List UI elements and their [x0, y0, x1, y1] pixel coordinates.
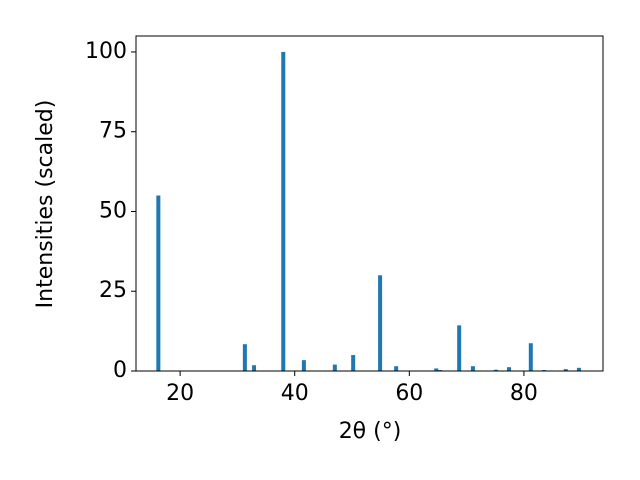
bar [528, 343, 533, 371]
x-tick-label: 40 [281, 381, 309, 406]
bar [351, 355, 356, 371]
bar [242, 344, 247, 371]
bar [332, 364, 337, 371]
bar [470, 366, 475, 371]
bar [281, 51, 286, 371]
bar [156, 195, 161, 371]
plot-frame [135, 35, 604, 372]
bar [394, 366, 399, 371]
y-tick-label: 75 [99, 119, 127, 144]
x-tick-label: 60 [395, 381, 423, 406]
bar [301, 360, 306, 371]
y-tick-label: 0 [113, 358, 127, 383]
x-tick-label: 20 [166, 381, 194, 406]
bar [252, 365, 257, 371]
bar [493, 369, 498, 371]
y-axis-label: Intensities (scaled) [33, 100, 58, 309]
y-tick-label: 25 [99, 278, 127, 303]
bar [576, 367, 581, 371]
y-tick-label: 50 [99, 198, 127, 223]
bar [563, 369, 568, 371]
bar [507, 367, 512, 371]
bar [378, 275, 383, 371]
y-tick-label: 100 [85, 39, 127, 64]
bar [457, 325, 462, 371]
x-axis-label: 2θ (°) [339, 419, 402, 444]
x-tick-label: 80 [510, 381, 538, 406]
bar [434, 368, 439, 371]
